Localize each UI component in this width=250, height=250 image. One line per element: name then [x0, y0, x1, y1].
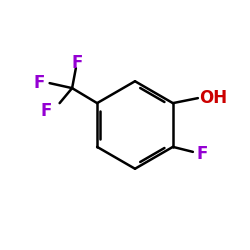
Text: F: F [33, 74, 44, 92]
Text: F: F [72, 54, 83, 72]
Text: OH: OH [199, 89, 227, 107]
Text: F: F [41, 102, 52, 120]
Text: F: F [197, 145, 208, 164]
